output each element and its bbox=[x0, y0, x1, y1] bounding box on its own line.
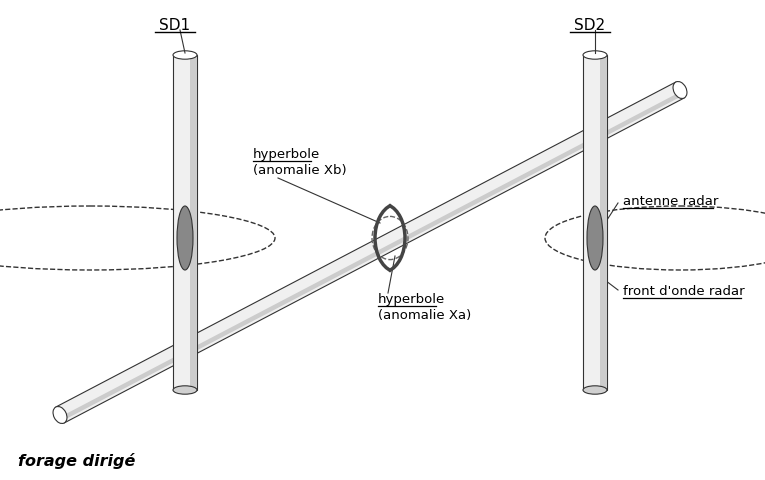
Text: (anomalie Xb): (anomalie Xb) bbox=[253, 164, 347, 177]
Ellipse shape bbox=[673, 82, 687, 98]
Ellipse shape bbox=[583, 51, 607, 59]
Text: antenne radar: antenne radar bbox=[623, 195, 718, 208]
Ellipse shape bbox=[173, 386, 197, 394]
Polygon shape bbox=[56, 82, 684, 423]
Text: SD2: SD2 bbox=[575, 18, 606, 33]
Bar bbox=[600, 55, 607, 390]
Ellipse shape bbox=[177, 206, 193, 270]
Bar bbox=[190, 55, 197, 390]
Bar bbox=[173, 55, 197, 390]
Ellipse shape bbox=[587, 206, 603, 270]
Ellipse shape bbox=[53, 407, 67, 423]
Text: hyperbole: hyperbole bbox=[253, 148, 321, 161]
Bar bbox=[583, 55, 607, 390]
Polygon shape bbox=[61, 92, 683, 420]
Text: hyperbole: hyperbole bbox=[378, 293, 445, 306]
Text: SD1: SD1 bbox=[159, 18, 190, 33]
Text: forage dirigé: forage dirigé bbox=[18, 453, 135, 469]
Ellipse shape bbox=[583, 386, 607, 394]
Text: (anomalie Xa): (anomalie Xa) bbox=[378, 309, 471, 322]
Ellipse shape bbox=[173, 51, 197, 59]
Text: front d'onde radar: front d'onde radar bbox=[623, 285, 744, 298]
